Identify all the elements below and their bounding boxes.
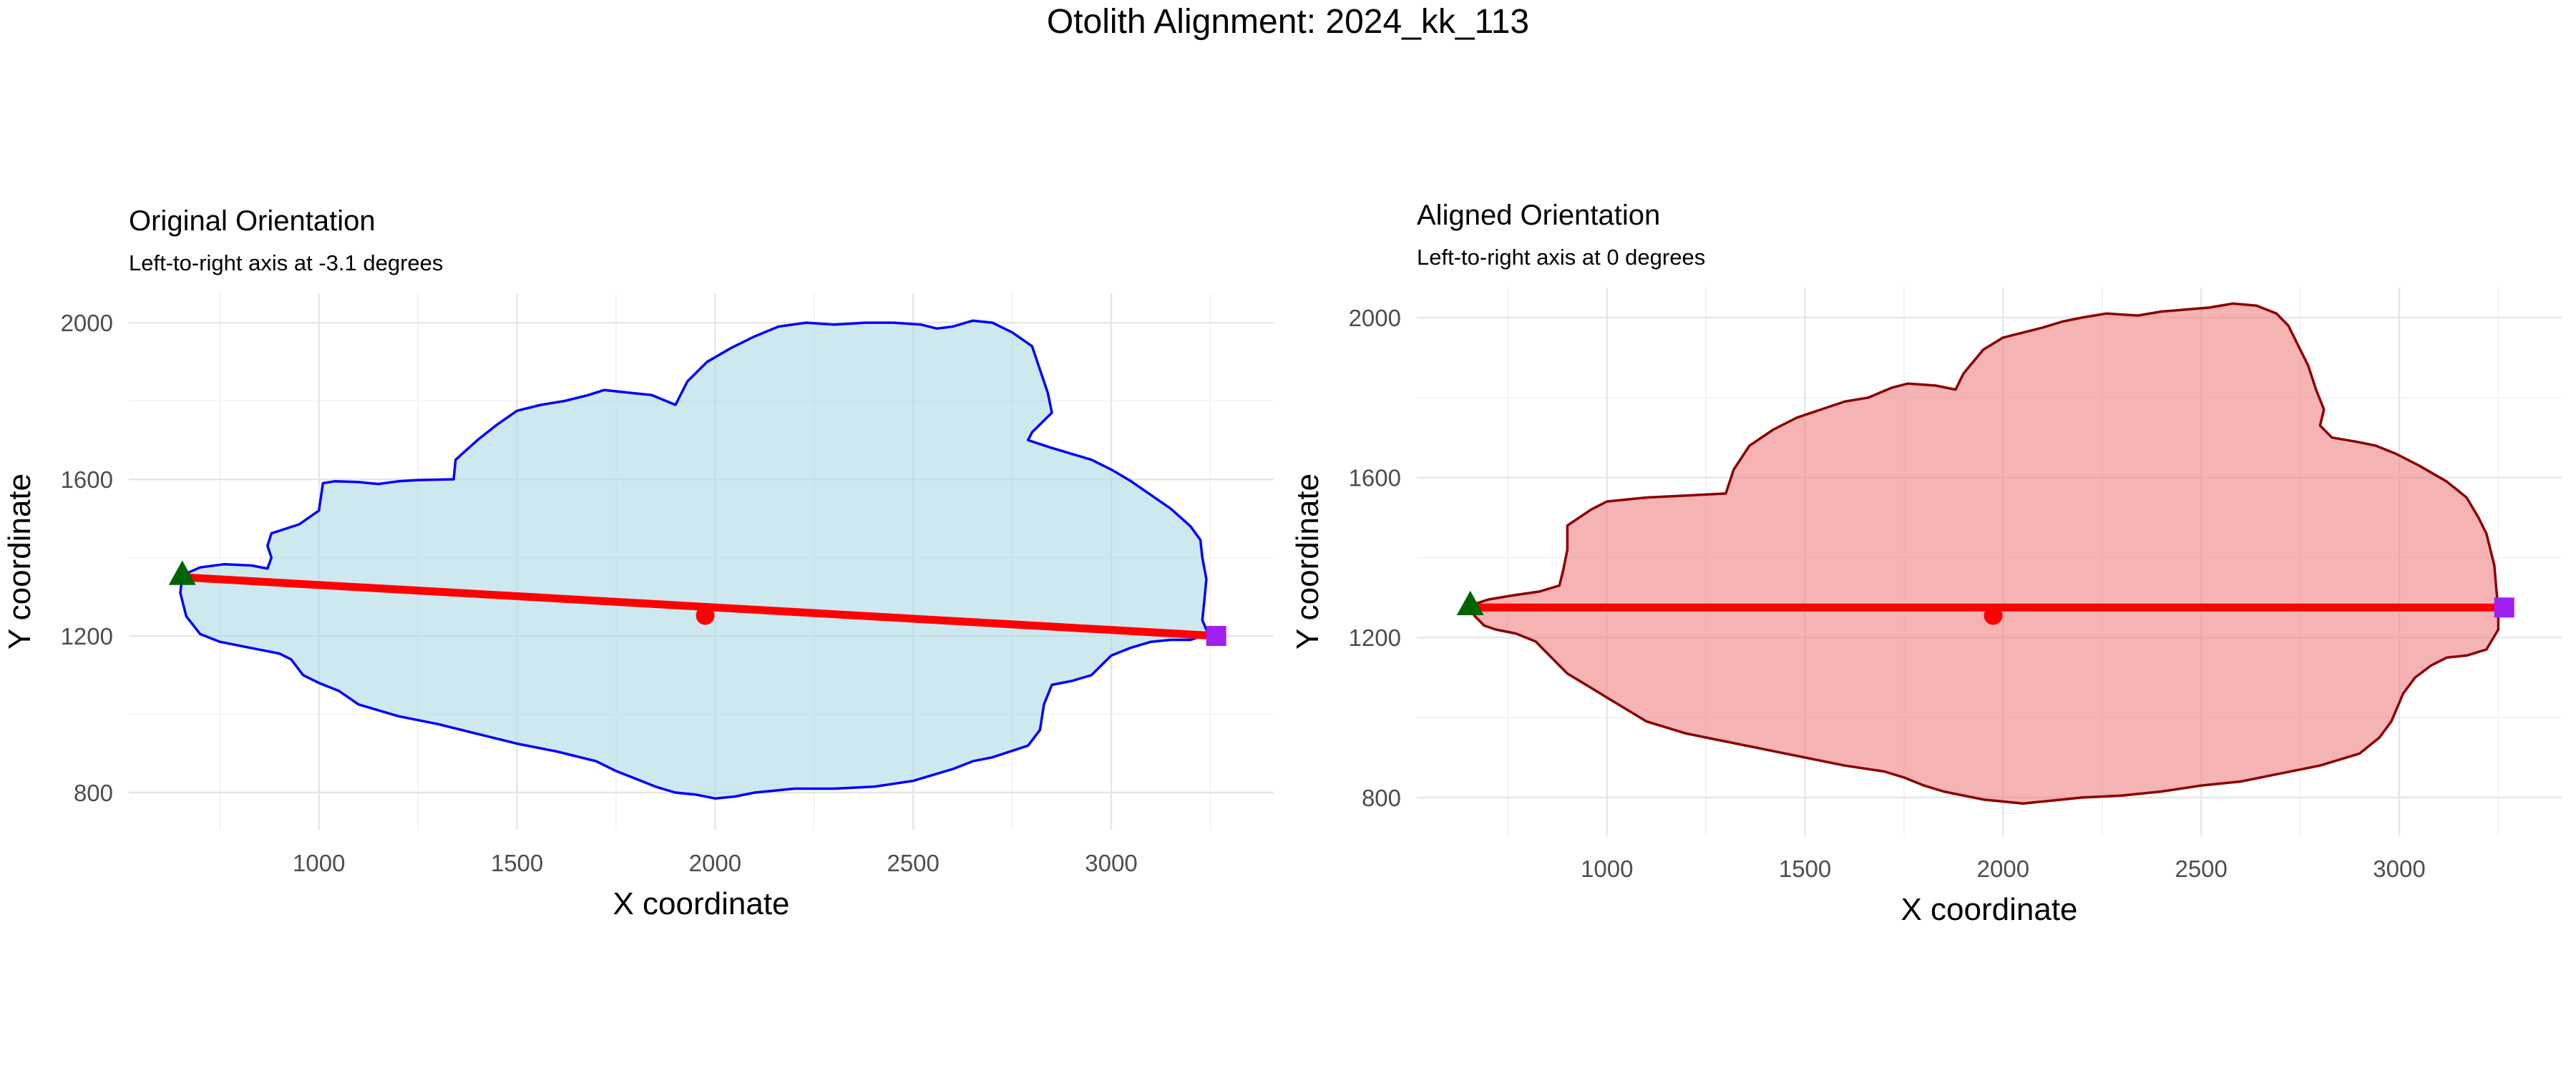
panel-aligned: Aligned Orientation Left-to-right axis a… [1290,200,2562,927]
otolith-outline [179,319,1210,800]
figure-title: Otolith Alignment: 2024_kk_113 [1047,3,1529,41]
panel-title: Aligned Orientation [1417,200,1660,231]
otolith-outline [1468,302,2500,805]
x-tick-label: 3000 [1085,850,1137,876]
x-tick-label: 1000 [1581,856,1633,882]
y-tick-labels: 800 1200 1600 2000 [1349,305,1401,811]
x-tick-labels: 1000 1500 2000 2500 3000 [1581,856,2426,882]
y-tick-label: 800 [74,780,113,806]
panel-title: Original Orientation [129,205,376,237]
x-tick-label: 2000 [1977,856,2029,882]
panel-subtitle: Left-to-right axis at -3.1 degrees [129,250,443,275]
y-tick-label: 1600 [61,466,113,493]
y-tick-label: 2000 [61,310,113,336]
x-axis-title: X coordinate [1901,892,2077,927]
x-tick-label: 3000 [2373,856,2425,882]
x-tick-label: 2500 [2175,856,2227,882]
x-tick-label: 1500 [491,850,543,876]
y-tick-label: 2000 [1349,305,1401,331]
panel-subtitle: Left-to-right axis at 0 degrees [1417,245,1705,270]
y-axis-title: Y coordinate [1290,474,1325,650]
y-axis-title: Y coordinate [2,474,37,650]
x-tick-label: 2000 [689,850,741,876]
x-tick-label: 1500 [1779,856,1831,882]
y-tick-label: 800 [1362,785,1401,811]
left-point-triangle [168,560,196,585]
centroid-point [696,606,715,625]
y-tick-labels: 800 1200 1600 2000 [61,310,113,806]
y-tick-label: 1600 [1349,465,1401,491]
right-point-square [2494,597,2514,618]
left-right-axis-line [182,573,1217,640]
centroid-point [1984,606,2003,625]
panel-original: Original Orientation Left-to-right axis … [2,205,1274,921]
x-tick-label: 2500 [887,850,939,876]
y-tick-label: 1200 [61,623,113,650]
y-tick-label: 1200 [1349,624,1401,651]
right-point-square [1206,626,1226,647]
x-tick-labels: 1000 1500 2000 2500 3000 [293,850,1138,876]
x-axis-title: X coordinate [613,886,789,921]
left-point-triangle [1456,590,1484,616]
x-tick-label: 1000 [293,850,345,876]
